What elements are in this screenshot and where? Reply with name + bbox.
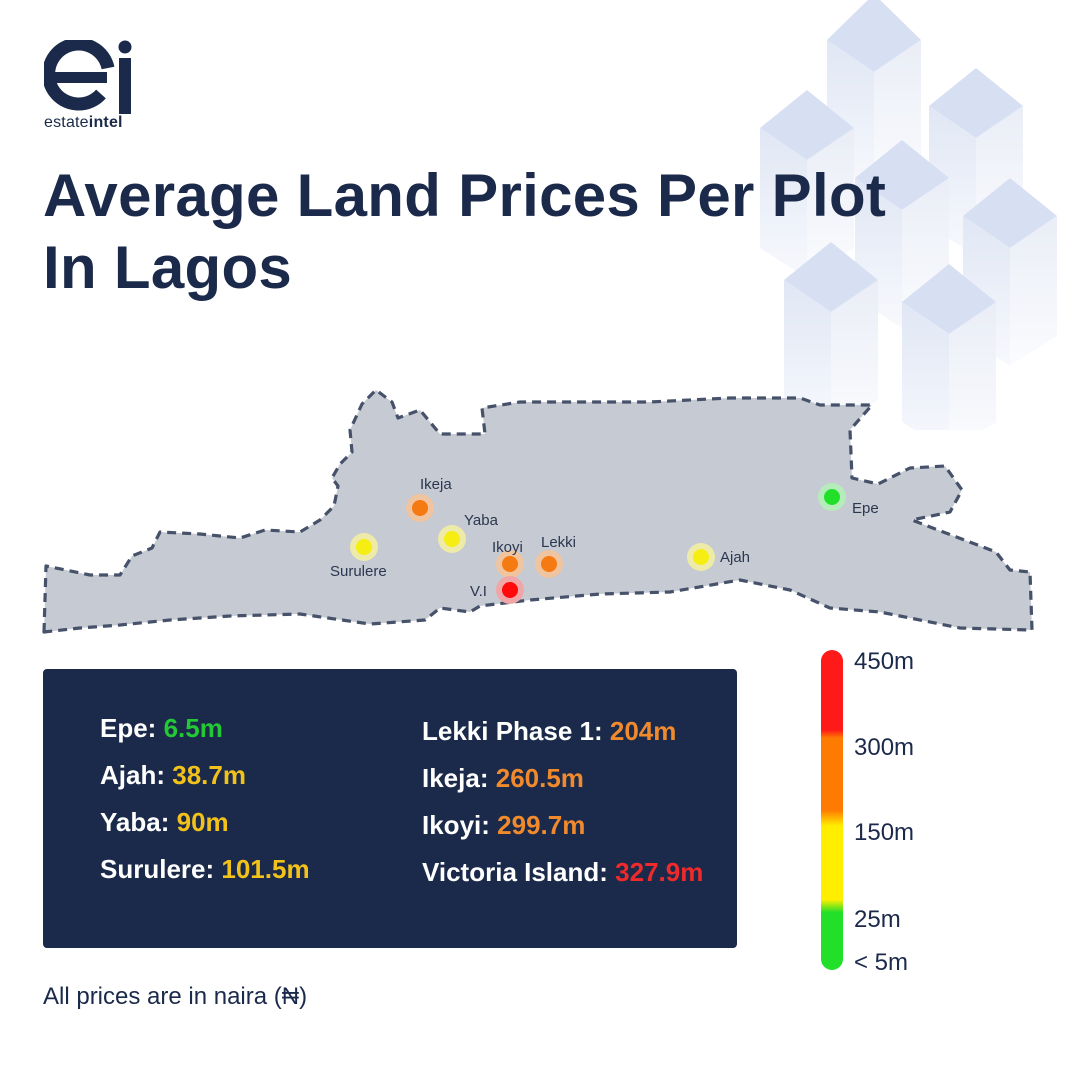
price-color-legend: 450m 300m 150m 25m < 5m — [820, 648, 940, 980]
marker-dot — [693, 549, 709, 565]
price-value: 299.7m — [497, 810, 586, 840]
price-item-ikoyi: Ikoyi: 299.7m — [422, 810, 703, 857]
map-label-surulere: Surulere — [330, 563, 387, 580]
price-item-victoria-island: Victoria Island: 327.9m — [422, 857, 703, 904]
price-value: 260.5m — [495, 763, 584, 793]
logo-wordmark: estateintel — [44, 114, 123, 132]
price-panel: Epe: 6.5m Ajah: 38.7m Yaba: 90m Surulere… — [43, 669, 737, 948]
map-marker-lekki: Lekki — [535, 534, 576, 578]
page-title: Average Land Prices Per Plot In Lagos — [43, 162, 887, 301]
lagos-map: Ikeja Yaba Surulere Ikoyi Lekki V.I Ajah Epe — [42, 388, 1034, 634]
map-label-lekki: Lekki — [541, 534, 576, 551]
marker-dot — [444, 531, 460, 547]
estateintel-logo — [44, 40, 132, 114]
legend-label-450m: 450m — [854, 648, 915, 675]
logo-wordmark-bold: intel — [88, 114, 123, 131]
lagos-outline — [42, 388, 1034, 634]
price-column-right: Lekki Phase 1: 204m Ikeja: 260.5m Ikoyi:… — [422, 716, 703, 904]
legend-color-bar — [821, 650, 843, 970]
price-name: Surulere: — [100, 854, 215, 884]
map-label-ajah: Ajah — [720, 549, 750, 566]
marker-dot — [541, 556, 557, 572]
price-value: 327.9m — [615, 857, 704, 887]
legend-label-25m: 25m — [854, 906, 901, 933]
price-value: 38.7m — [172, 760, 246, 790]
legend-label-150m: 150m — [854, 819, 915, 846]
isometric-buildings-decoration — [760, 0, 1057, 430]
map-marker-surulere: Surulere — [330, 533, 387, 580]
price-name: Ikoyi: — [422, 810, 490, 840]
price-value: 204m — [609, 716, 677, 746]
legend-label-below-5m: < 5m — [854, 949, 909, 976]
price-name: Ajah: — [100, 760, 165, 790]
price-value: 101.5m — [221, 854, 310, 884]
price-column-left: Epe: 6.5m Ajah: 38.7m Yaba: 90m Surulere… — [100, 713, 310, 901]
map-label-yaba: Yaba — [464, 512, 499, 529]
currency-note: All prices are in naira (₦) — [43, 983, 308, 1010]
map-marker-ajah: Ajah — [687, 543, 750, 571]
price-value: 6.5m — [163, 713, 223, 743]
map-marker-ikoyi: Ikoyi — [492, 539, 524, 578]
price-item-ikeja: Ikeja: 260.5m — [422, 763, 703, 810]
map-marker-yaba: Yaba — [438, 512, 499, 553]
marker-dot — [356, 539, 372, 555]
legend-label-300m: 300m — [854, 734, 915, 761]
price-name: Victoria Island: — [422, 857, 608, 887]
map-marker-ikeja: Ikeja — [406, 476, 452, 522]
price-value: 90m — [176, 807, 229, 837]
map-label-epe: Epe — [852, 500, 879, 517]
map-label-ikoyi: Ikoyi — [492, 539, 523, 556]
price-item-epe: Epe: 6.5m — [100, 713, 310, 760]
price-name: Epe: — [100, 713, 157, 743]
marker-dot — [502, 556, 518, 572]
map-marker-v-i: V.I — [470, 576, 524, 604]
price-item-lekki-phase-1: Lekki Phase 1: 204m — [422, 716, 703, 763]
price-name: Ikeja: — [422, 763, 489, 793]
price-item-surulere: Surulere: 101.5m — [100, 854, 310, 901]
map-label-v-i: V.I — [470, 583, 487, 600]
marker-dot — [824, 489, 840, 505]
marker-dot — [412, 500, 428, 516]
price-item-yaba: Yaba: 90m — [100, 807, 310, 854]
map-label-ikeja: Ikeja — [420, 476, 452, 493]
map-marker-epe: Epe — [818, 483, 879, 517]
logo-wordmark-light: estate — [44, 114, 89, 131]
price-item-ajah: Ajah: 38.7m — [100, 760, 310, 807]
price-name: Yaba: — [100, 807, 170, 837]
price-name: Lekki Phase 1: — [422, 716, 603, 746]
marker-dot — [502, 582, 518, 598]
